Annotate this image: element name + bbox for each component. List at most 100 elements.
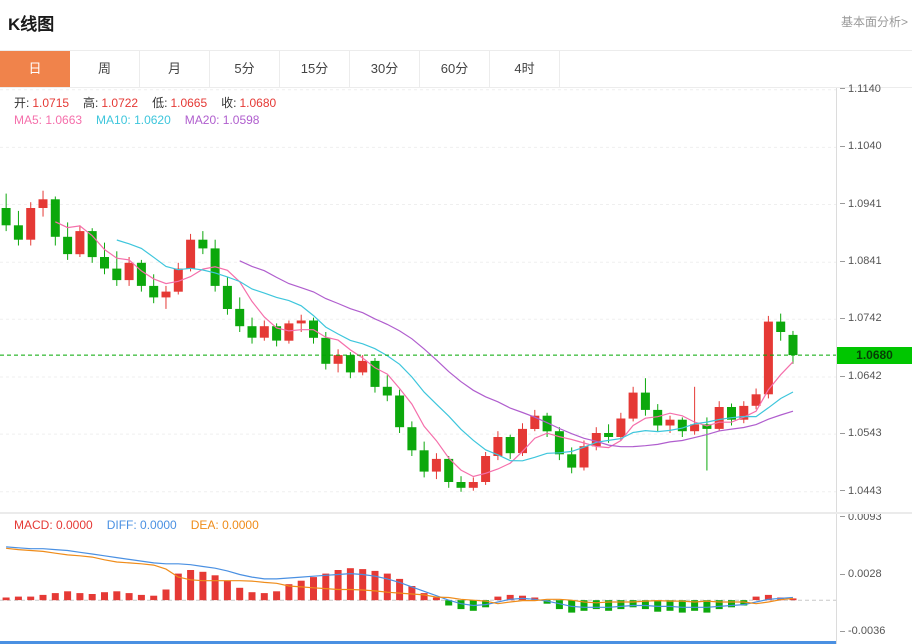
macd-bar: [101, 592, 108, 601]
kline-chart-canvas[interactable]: [0, 88, 836, 644]
tab-日[interactable]: 日: [0, 51, 70, 87]
tab-5分[interactable]: 5分: [210, 51, 280, 87]
ma-legend-item: MA5: 1.0663: [14, 113, 83, 127]
macd-bar: [125, 593, 133, 601]
ma-legend: MA5: 1.0663 MA10: 1.0620 MA20: 1.0598: [14, 113, 273, 127]
macd-bar: [383, 573, 391, 601]
macd-bar: [691, 600, 699, 611]
candle-body: [1, 208, 11, 226]
candle-body: [542, 415, 552, 432]
candle-body: [653, 409, 663, 426]
macd-bar: [88, 594, 96, 601]
macd-bar: [14, 596, 22, 601]
tab-月[interactable]: 月: [140, 51, 210, 87]
macd-bar: [199, 571, 207, 601]
macd-bar: [334, 570, 342, 601]
macd-bar: [457, 600, 465, 610]
y-axis-label: 1.0841: [840, 255, 882, 267]
macd-histogram: [2, 568, 797, 613]
macd-bar: [715, 600, 723, 610]
macd-bar: [605, 600, 613, 611]
macd-bar: [260, 593, 268, 601]
fundamental-analysis-link[interactable]: 基本面分析>: [840, 15, 908, 29]
macd-bar: [666, 600, 674, 611]
macd-bar: [137, 594, 145, 601]
candle-body: [739, 405, 749, 420]
ohlc-item: 收: 1.0680: [221, 96, 277, 110]
macd-bar: [162, 589, 170, 601]
macd-bar: [396, 578, 404, 601]
candle-body: [763, 321, 773, 395]
macd-bar: [740, 600, 748, 606]
macd-bar: [592, 600, 600, 610]
candle-body: [616, 418, 626, 437]
macd-bar: [752, 596, 760, 601]
candle-body: [345, 355, 355, 373]
candle-body: [481, 456, 491, 482]
macd-bar: [64, 591, 72, 601]
y-axis-label: 1.0443: [840, 485, 882, 497]
candle-body: [198, 239, 208, 249]
candle-body: [358, 360, 368, 373]
candle-body: [751, 394, 761, 406]
macd-bar: [150, 595, 158, 601]
tab-30分[interactable]: 30分: [350, 51, 420, 87]
candle-body: [112, 268, 122, 281]
macd-bar: [408, 586, 416, 601]
candle-body: [259, 326, 269, 338]
macd-bar: [371, 570, 379, 601]
macd-bar: [297, 580, 305, 601]
bottom-accent-line: [0, 641, 836, 644]
y-axis-label: 1.0543: [840, 427, 882, 439]
macd-bar: [346, 568, 354, 601]
candle-body: [628, 392, 638, 419]
macd-legend-item: DIFF: 0.0000: [106, 518, 177, 532]
candle-body: [505, 437, 515, 454]
macd-bar: [2, 597, 10, 601]
candle-body: [63, 236, 73, 255]
tab-4时[interactable]: 4时: [490, 51, 560, 87]
candle-body: [272, 326, 282, 341]
candle-body: [493, 437, 503, 456]
macd-bar: [728, 600, 735, 608]
candle-body: [579, 446, 589, 468]
macd-bar: [703, 600, 711, 613]
candle-body: [173, 268, 183, 292]
tab-60分[interactable]: 60分: [420, 51, 490, 87]
candle-body: [26, 208, 36, 240]
candle-body: [431, 458, 441, 472]
candle-body: [38, 199, 48, 208]
tab-周[interactable]: 周: [70, 51, 140, 87]
tab-15分[interactable]: 15分: [280, 51, 350, 87]
macd-bar: [506, 594, 514, 601]
candle-body: [444, 458, 454, 482]
candle-body: [149, 285, 159, 298]
y-axis: 1.1140 1.1040 1.0941 1.0841 1.0742 1.0642 1.05…: [836, 83, 912, 644]
candle-body: [395, 395, 405, 428]
candle-body: [690, 424, 700, 432]
candle-body: [370, 360, 380, 387]
candle-body: [382, 386, 392, 396]
candle-body: [530, 415, 540, 429]
ohlc-item: 开: 1.0715: [14, 96, 70, 110]
panel-separator: [0, 512, 912, 514]
macd-bar: [223, 580, 231, 601]
macd-bar: [27, 596, 35, 601]
candle-body: [788, 334, 798, 356]
candle-body: [124, 262, 134, 281]
y-axis-label: 1.1140: [840, 83, 881, 95]
candle-body: [604, 433, 614, 437]
dea-line: [6, 547, 794, 605]
macd-bar: [322, 573, 330, 601]
ma5-line: [55, 221, 794, 478]
macd-bar: [273, 591, 281, 601]
candle-body: [554, 431, 564, 455]
macd-bar: [187, 570, 195, 601]
current-price-tag: 1.0680: [837, 347, 912, 365]
candle-body: [87, 231, 97, 258]
candle-body: [235, 308, 245, 327]
macd-bar: [174, 573, 182, 601]
page-title: K线图: [8, 15, 55, 34]
macd-bar: [629, 600, 637, 608]
